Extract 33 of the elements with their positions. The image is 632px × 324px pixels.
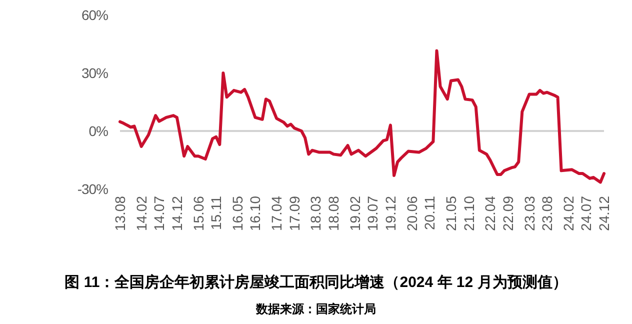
x-tick-label: 24.02 (560, 196, 576, 232)
x-tick-label: 17.09 (286, 196, 302, 232)
x-tick-label: 18.03 (308, 196, 324, 232)
x-tick-label: 19.12 (382, 196, 398, 232)
x-tick-label: 24.07 (578, 196, 594, 232)
x-tick-label: 19.02 (346, 196, 363, 232)
y-tick-label: -30% (77, 181, 108, 197)
x-tick-label: 21.10 (460, 196, 477, 232)
x-tick-label: 13.08 (112, 196, 128, 232)
x-tick-label: 23.08 (539, 196, 556, 232)
x-tick-label: 20.06 (404, 196, 420, 232)
line-series (118, 49, 606, 184)
x-tick-label: 24.12 (596, 196, 612, 232)
x-tick-label: 15.11 (208, 196, 224, 230)
source-note: 数据来源：国家统计局 (255, 302, 376, 316)
x-tick-label: 17.04 (268, 196, 285, 232)
x-tick-label: 21.05 (442, 196, 459, 232)
x-tick-label: 22.09 (500, 196, 516, 232)
x-tick-label: 14.07 (151, 196, 168, 232)
y-tick-label: 30% (81, 65, 108, 81)
y-tick-label: 60% (81, 7, 108, 23)
text: 图 11：全国房企年初累计房屋竣工面积同比增速（2024 年 12 月为预测值） (64, 273, 568, 291)
x-tick-label: 18.08 (326, 196, 342, 232)
x-tick-label: 16.05 (229, 196, 246, 232)
x-tick-label: 23.03 (521, 196, 538, 232)
x-tick-label: 14.02 (133, 196, 150, 232)
x-tick-label: 15.06 (190, 196, 206, 232)
x-tick-label: 19.07 (364, 196, 381, 232)
x-tick-label: 14.12 (168, 196, 185, 232)
x-tick-label: 22.04 (482, 196, 498, 232)
x-tick-label: 20.11 (422, 196, 438, 230)
x-tick-label: 16.10 (247, 196, 264, 232)
y-tick-label: 0% (88, 123, 108, 139)
